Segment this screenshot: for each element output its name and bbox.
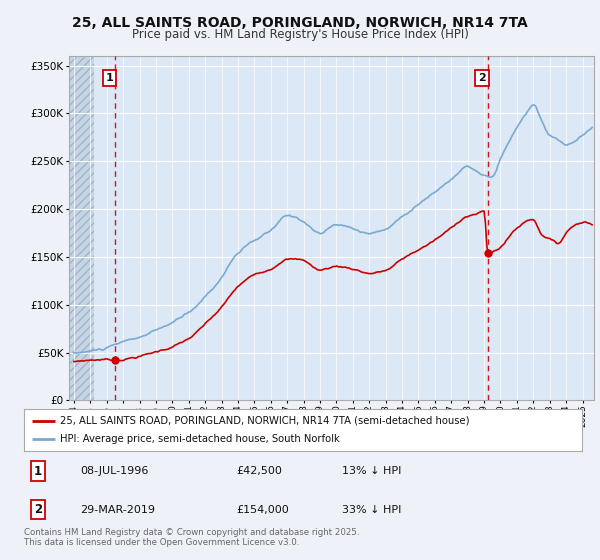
Text: 29-MAR-2019: 29-MAR-2019: [80, 505, 155, 515]
Bar: [69, 56, 94, 400]
Text: 1: 1: [34, 465, 42, 478]
Text: Contains HM Land Registry data © Crown copyright and database right 2025.
This d: Contains HM Land Registry data © Crown c…: [24, 528, 359, 547]
Text: 2: 2: [34, 503, 42, 516]
Text: 13% ↓ HPI: 13% ↓ HPI: [342, 466, 401, 476]
Text: 1: 1: [106, 73, 113, 83]
Text: Price paid vs. HM Land Registry's House Price Index (HPI): Price paid vs. HM Land Registry's House …: [131, 28, 469, 41]
Text: 2: 2: [478, 73, 486, 83]
Text: £42,500: £42,500: [236, 466, 282, 476]
Text: HPI: Average price, semi-detached house, South Norfolk: HPI: Average price, semi-detached house,…: [60, 434, 340, 444]
Text: 33% ↓ HPI: 33% ↓ HPI: [342, 505, 401, 515]
Text: 25, ALL SAINTS ROAD, PORINGLAND, NORWICH, NR14 7TA (semi-detached house): 25, ALL SAINTS ROAD, PORINGLAND, NORWICH…: [60, 416, 470, 426]
Text: 25, ALL SAINTS ROAD, PORINGLAND, NORWICH, NR14 7TA: 25, ALL SAINTS ROAD, PORINGLAND, NORWICH…: [72, 16, 528, 30]
Text: £154,000: £154,000: [236, 505, 289, 515]
Text: 08-JUL-1996: 08-JUL-1996: [80, 466, 148, 476]
